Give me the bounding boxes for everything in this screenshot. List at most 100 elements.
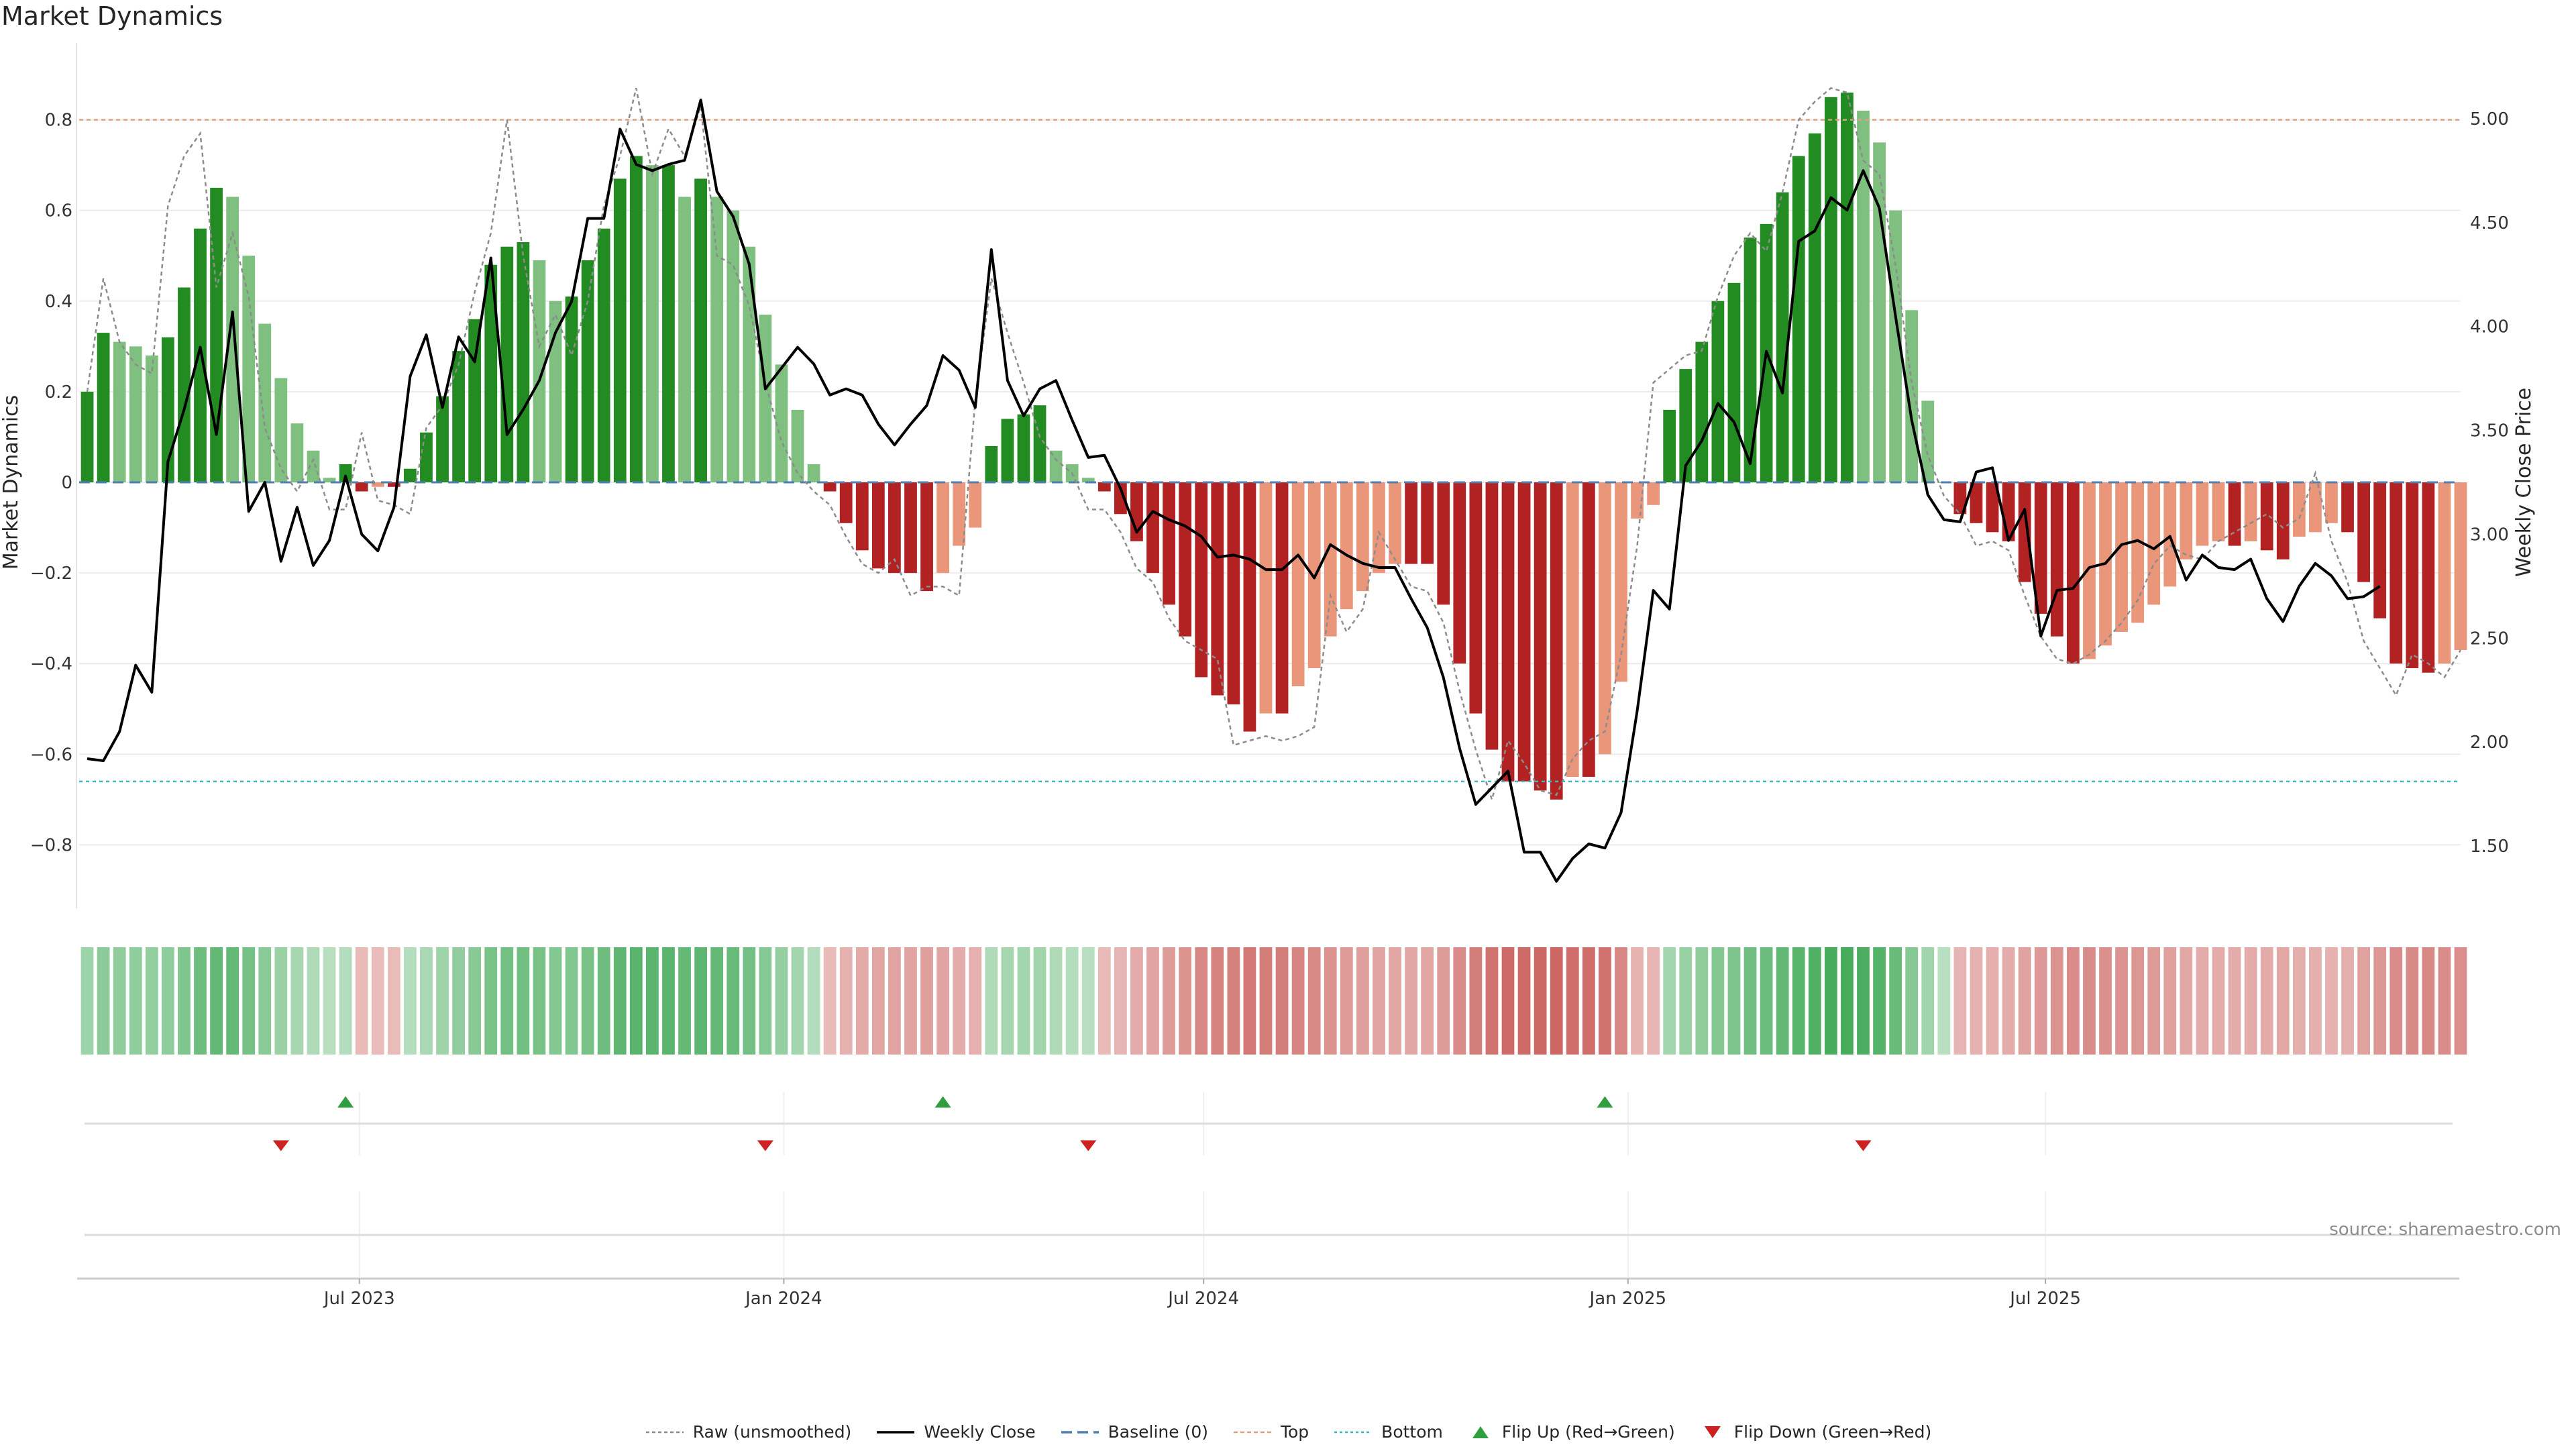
heat-cell: [533, 947, 546, 1055]
heat-cell: [1033, 947, 1046, 1055]
flip-down-marker: [272, 1140, 289, 1151]
dynamics-bar: [710, 197, 724, 482]
flip-up-marker: [1597, 1096, 1613, 1108]
heat-cell: [662, 947, 675, 1055]
heat-cell: [2196, 947, 2209, 1055]
heat-cell: [759, 947, 772, 1055]
heat-cell: [888, 947, 901, 1055]
dynamics-bar: [1889, 210, 1902, 482]
heat-cell: [2357, 947, 2370, 1055]
legend-item-top: Top: [1232, 1422, 1309, 1442]
heat-cell: [549, 947, 562, 1055]
legend-label-baseline: Baseline (0): [1108, 1422, 1208, 1442]
dynamics-bar: [274, 378, 288, 482]
dynamics-bar: [2196, 482, 2209, 546]
heat-cell: [727, 947, 740, 1055]
heat-cell: [1227, 947, 1240, 1055]
heat-cell: [1760, 947, 1773, 1055]
heat-cell: [307, 947, 320, 1055]
heat-cell: [2309, 947, 2322, 1055]
heat-cell: [1615, 947, 1627, 1055]
legend-item-close: Weekly Close: [875, 1422, 1036, 1442]
heat-cell: [2438, 947, 2451, 1055]
dynamics-bar: [743, 246, 756, 482]
heat-cell: [1324, 947, 1337, 1055]
dynamics-bar: [2050, 482, 2063, 637]
dynamics-bar: [307, 450, 320, 482]
dynamics-bar: [2228, 482, 2241, 546]
dynamics-bar: [1550, 482, 1563, 800]
x-tick-label: Jul 2025: [2008, 1289, 2081, 1309]
dynamics-bar: [839, 482, 853, 523]
heat-cell: [2018, 947, 2031, 1055]
heat-cell: [1421, 947, 1434, 1055]
dynamics-bar: [2390, 482, 2403, 664]
dynamics-bar: [646, 165, 659, 482]
dynamics-bar: [1953, 482, 1967, 515]
heat-cell: [1453, 947, 1466, 1055]
x-tick-label: Jul 2023: [323, 1289, 395, 1309]
dynamics-bar: [1211, 482, 1224, 696]
heat-cell: [2325, 947, 2338, 1055]
heat-cell: [420, 947, 433, 1055]
dynamics-bar: [97, 333, 110, 482]
heat-cell: [1921, 947, 1935, 1055]
heat-cell: [1179, 947, 1192, 1055]
heat-cell: [710, 947, 724, 1055]
heat-cell: [2390, 947, 2403, 1055]
heat-cell: [1001, 947, 1014, 1055]
flip-down-marker: [757, 1140, 773, 1151]
dynamics-bar: [920, 482, 933, 592]
dynamics-bar: [1534, 482, 1547, 791]
heat-cell: [823, 947, 837, 1055]
heat-cell: [145, 947, 158, 1055]
heat-cell: [1711, 947, 1725, 1055]
heat-cell: [97, 947, 110, 1055]
dynamics-bar: [985, 445, 998, 482]
legend-raw-swatch: [645, 1431, 684, 1433]
legend-bottom-swatch: [1334, 1431, 1373, 1433]
heat-cell: [1534, 947, 1547, 1055]
dynamics-bar: [629, 156, 643, 483]
dynamics-bar: [807, 464, 820, 482]
dynamics-bar: [194, 228, 207, 482]
dynamics-bar: [1259, 482, 1273, 714]
heat-cell: [1937, 947, 1951, 1055]
dynamics-bar: [2454, 482, 2467, 650]
x-tick-label: Jan 2025: [1589, 1289, 1667, 1309]
heat-cell: [904, 947, 917, 1055]
heat-cell: [1808, 947, 1821, 1055]
legend-item-bottom: Bottom: [1333, 1422, 1443, 1442]
dynamics-bar: [2018, 482, 2031, 582]
heat-cell: [1550, 947, 1563, 1055]
dynamics-bar: [694, 178, 707, 482]
heat-cell: [1679, 947, 1693, 1055]
heat-cell: [80, 947, 94, 1055]
dynamics-bar: [533, 260, 546, 482]
heat-cell: [1437, 947, 1450, 1055]
heat-cell: [1953, 947, 1967, 1055]
heat-cell: [1501, 947, 1515, 1055]
heat-cell: [646, 947, 659, 1055]
dynamics-bar: [1743, 237, 1757, 482]
dynamics-bar: [468, 319, 482, 482]
heat-cell: [1389, 947, 1401, 1055]
heat-cell: [517, 947, 530, 1055]
heat-cell: [1307, 947, 1321, 1055]
heat-cell: [969, 947, 982, 1055]
dynamics-bar: [145, 355, 158, 482]
heat-cell: [1373, 947, 1385, 1055]
dynamics-bar: [1857, 111, 1870, 482]
heat-cell: [274, 947, 288, 1055]
heat-cell: [678, 947, 691, 1055]
heat-cell: [743, 947, 756, 1055]
legend-item-flip-down: Flip Down (Green→Red): [1699, 1422, 1931, 1442]
dynamics-bar: [226, 197, 239, 482]
dynamics-bar: [1097, 482, 1111, 492]
dynamics-bar: [1582, 482, 1595, 777]
heat-cell: [2276, 947, 2290, 1055]
dynamics-bar: [1389, 482, 1401, 564]
heat-cell: [1469, 947, 1483, 1055]
heat-cell: [2244, 947, 2257, 1055]
